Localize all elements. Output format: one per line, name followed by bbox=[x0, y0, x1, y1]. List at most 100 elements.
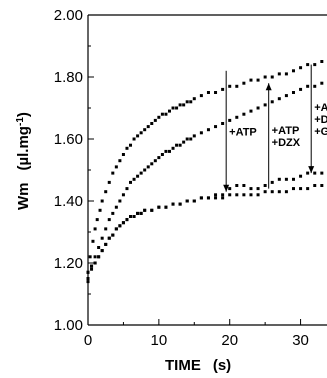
y-tick-label: 1.00 bbox=[54, 317, 83, 334]
data-point bbox=[221, 196, 225, 200]
data-point bbox=[97, 255, 101, 259]
data-point bbox=[214, 125, 218, 129]
data-point bbox=[320, 184, 324, 187]
data-point bbox=[228, 187, 232, 191]
data-point bbox=[299, 87, 303, 91]
data-point bbox=[313, 184, 317, 187]
data-point bbox=[132, 177, 136, 181]
data-point bbox=[129, 143, 133, 147]
series-c: c bbox=[86, 171, 324, 274]
data-point bbox=[107, 180, 111, 184]
data-point bbox=[235, 193, 239, 197]
data-point bbox=[284, 94, 288, 98]
data-point bbox=[129, 215, 133, 218]
data-point bbox=[192, 97, 196, 101]
data-point bbox=[235, 84, 239, 88]
data-point bbox=[157, 156, 161, 160]
data-point bbox=[146, 125, 150, 129]
annotation: +ATP bbox=[223, 70, 257, 192]
data-point bbox=[136, 134, 140, 138]
data-point bbox=[199, 94, 203, 98]
annotation-layer: +ATP +ATP +DZX +ATP+DZX+GLY bbox=[223, 64, 327, 192]
data-point bbox=[306, 171, 310, 175]
data-point bbox=[164, 205, 168, 209]
x-tick-label: 20 bbox=[221, 332, 238, 349]
data-point bbox=[153, 118, 157, 122]
data-point bbox=[150, 122, 154, 125]
y-tick-label: 1.40 bbox=[54, 193, 83, 210]
series-b: b bbox=[86, 184, 324, 274]
data-point bbox=[178, 202, 182, 206]
series-a: a bbox=[86, 60, 324, 280]
data-point bbox=[175, 143, 179, 147]
y-tick-label: 2.00 bbox=[54, 7, 83, 24]
data-point bbox=[228, 84, 232, 88]
data-point bbox=[306, 187, 310, 191]
data-point bbox=[132, 215, 136, 218]
data-point bbox=[214, 193, 218, 197]
data-point bbox=[178, 103, 182, 107]
data-point bbox=[313, 171, 317, 175]
data-point bbox=[270, 100, 274, 104]
data-point bbox=[313, 84, 317, 88]
data-point bbox=[90, 264, 94, 268]
data-point bbox=[284, 190, 288, 194]
annotation-label: +DZX bbox=[272, 137, 301, 149]
annotation-label: +ATP bbox=[314, 102, 327, 114]
data-point bbox=[175, 106, 179, 110]
data-point bbox=[93, 227, 97, 231]
data-point bbox=[143, 128, 147, 132]
data-point bbox=[118, 199, 122, 203]
data-point bbox=[206, 91, 210, 94]
data-point bbox=[228, 193, 232, 197]
annotation-label: +ATP bbox=[229, 126, 257, 138]
data-point bbox=[299, 174, 303, 178]
data-point bbox=[178, 143, 182, 147]
data-point bbox=[249, 187, 253, 191]
data-point bbox=[256, 193, 260, 197]
x-axis: 0 10 20 30 bbox=[84, 319, 309, 349]
data-point bbox=[185, 100, 189, 104]
data-point bbox=[143, 168, 147, 172]
data-point bbox=[100, 199, 104, 203]
data-point bbox=[88, 255, 92, 259]
data-point bbox=[97, 246, 101, 249]
data-point bbox=[199, 131, 203, 135]
data-point bbox=[125, 146, 129, 150]
data-point bbox=[277, 190, 281, 194]
data-point bbox=[111, 211, 115, 215]
annotation: +ATP+DZX+GLY bbox=[308, 64, 327, 174]
data-point bbox=[291, 69, 295, 73]
x-axis-title: TIME (s) bbox=[165, 357, 231, 374]
data-point bbox=[270, 190, 274, 194]
data-point bbox=[256, 187, 260, 191]
data-point bbox=[121, 221, 125, 225]
data-point bbox=[139, 171, 143, 175]
data-point bbox=[121, 193, 125, 197]
plot-frame bbox=[87, 14, 327, 326]
y-axis: 1.00 1.20 1.40 1.60 1.80 2.00 bbox=[54, 7, 94, 334]
data-point bbox=[153, 159, 157, 163]
x-tick-label: 10 bbox=[151, 332, 168, 349]
data-point bbox=[284, 177, 288, 181]
y-axis-title: Wm(µl.mg-1) bbox=[15, 112, 32, 210]
data-point bbox=[249, 193, 253, 197]
data-point bbox=[111, 171, 115, 175]
data-point bbox=[221, 122, 225, 125]
y-tick-label: 1.60 bbox=[54, 131, 83, 148]
data-point bbox=[228, 118, 232, 122]
data-point bbox=[100, 236, 104, 240]
data-point bbox=[125, 218, 129, 222]
data-point bbox=[95, 218, 99, 222]
data-point bbox=[256, 106, 260, 110]
data-point bbox=[242, 193, 246, 197]
data-point bbox=[171, 146, 175, 150]
data-point bbox=[199, 196, 203, 200]
data-point bbox=[104, 227, 108, 231]
data-point bbox=[139, 131, 143, 135]
annotation-arrow-head bbox=[223, 184, 230, 192]
data-point bbox=[167, 149, 171, 153]
data-point bbox=[235, 115, 239, 119]
data-point bbox=[242, 112, 246, 116]
data-point bbox=[157, 115, 161, 119]
